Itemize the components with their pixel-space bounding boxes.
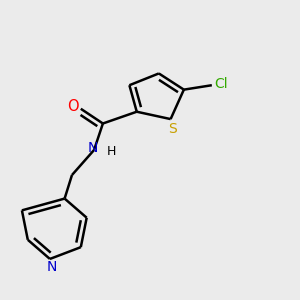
Text: N: N bbox=[87, 141, 98, 154]
Text: H: H bbox=[106, 145, 116, 158]
Text: N: N bbox=[46, 260, 56, 274]
Text: S: S bbox=[168, 122, 176, 136]
Text: O: O bbox=[67, 99, 78, 114]
Text: Cl: Cl bbox=[214, 77, 228, 91]
